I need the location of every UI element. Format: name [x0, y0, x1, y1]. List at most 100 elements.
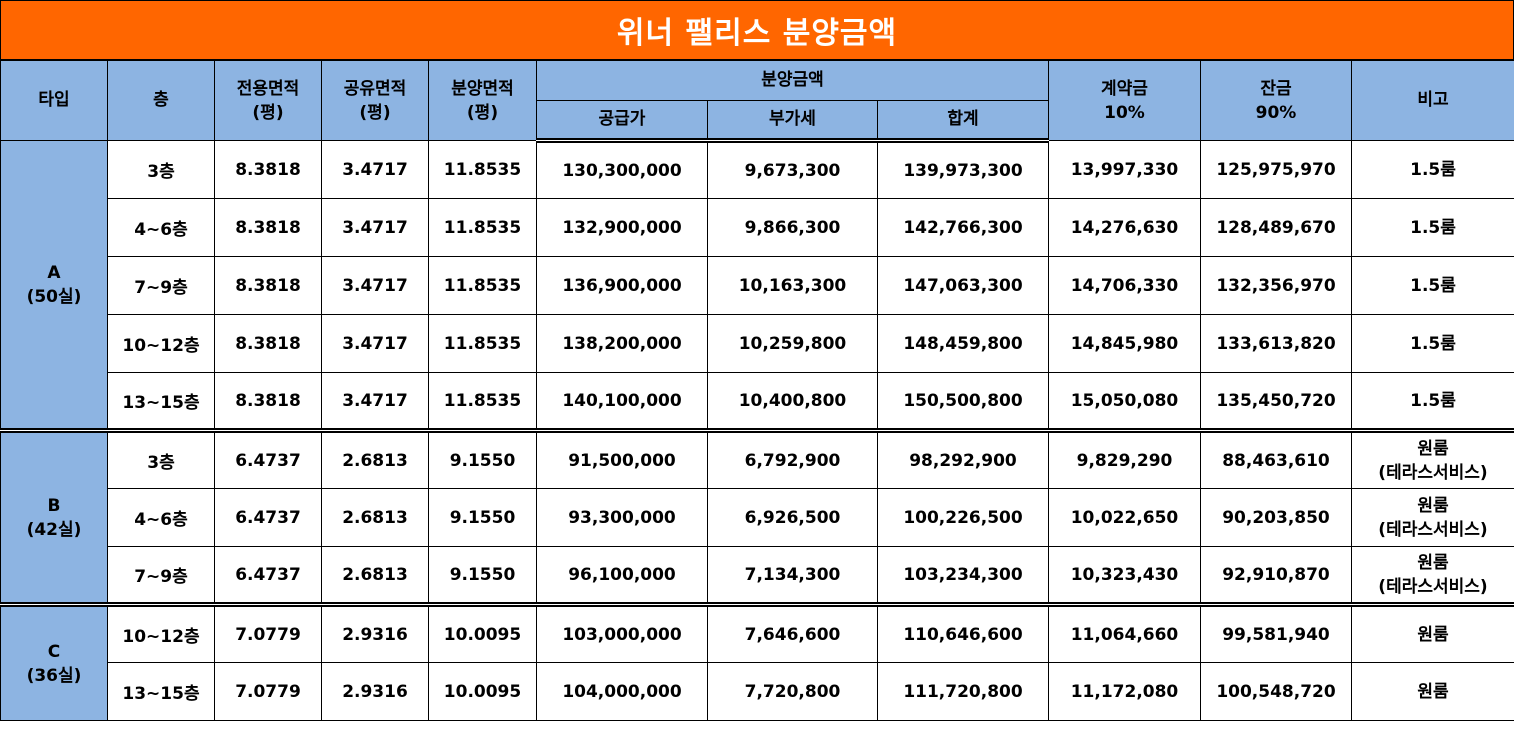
supply-price-cell: 104,000,000 [536, 662, 708, 721]
exclusive-area-cell: 8.3818 [214, 256, 322, 315]
floor-cell: 4~6층 [107, 488, 215, 547]
deposit-cell: 14,276,630 [1048, 198, 1201, 257]
deposit-cell: 9,829,290 [1048, 428, 1201, 489]
header-deposit: 계약금 10% [1048, 60, 1201, 141]
table-row: 13~15층 8.3818 3.4717 11.8535 140,100,000 10,4… [1, 372, 1514, 431]
header-common-area: 공유면적 (평) [321, 60, 429, 141]
note-cell: 원룸 [1351, 662, 1514, 721]
sale-area-cell: 10.0095 [428, 662, 537, 721]
balance-cell: 128,489,670 [1200, 198, 1352, 257]
supply-price-cell: 132,900,000 [536, 198, 708, 257]
table-row: 13~15층 7.0779 2.9316 10.0095 104,000,000 7,72… [1, 662, 1514, 721]
sale-area-cell: 11.8535 [428, 256, 537, 315]
header-type: 타입 [0, 60, 108, 141]
table-row: 4~6층 6.4737 2.6813 9.1550 93,300,000 6,926,50… [1, 488, 1514, 547]
supply-price-cell: 103,000,000 [536, 602, 708, 663]
note-cell: 1.5룸 [1351, 372, 1514, 431]
common-area-cell: 2.6813 [321, 546, 429, 605]
note-cell: 1.5룸 [1351, 198, 1514, 257]
supply-price-cell: 130,300,000 [536, 140, 708, 199]
header-total: 합계 [877, 100, 1049, 143]
floor-cell: 7~9층 [107, 546, 215, 605]
sale-area-cell: 9.1550 [428, 488, 537, 547]
exclusive-area-cell: 8.3818 [214, 314, 322, 373]
supply-price-cell: 138,200,000 [536, 314, 708, 373]
balance-cell: 133,613,820 [1200, 314, 1352, 373]
common-area-cell: 3.4717 [321, 140, 429, 199]
balance-cell: 99,581,940 [1200, 602, 1352, 663]
vat-cell: 10,259,800 [707, 314, 878, 373]
header-exclusive-area: 전용면적 (평) [214, 60, 322, 141]
header-sale-price: 분양금액 [536, 60, 1049, 101]
sale-area-cell: 9.1550 [428, 546, 537, 605]
supply-price-cell: 136,900,000 [536, 256, 708, 315]
table-row: 7~9층 8.3818 3.4717 11.8535 136,900,000 10,163… [1, 256, 1514, 315]
exclusive-area-cell: 7.0779 [214, 602, 322, 663]
note-cell: 원룸 (테라스서비스) [1351, 546, 1514, 605]
supply-price-cell: 140,100,000 [536, 372, 708, 431]
total-cell: 111,720,800 [877, 662, 1049, 721]
common-area-cell: 3.4717 [321, 314, 429, 373]
deposit-cell: 11,172,080 [1048, 662, 1201, 721]
vat-cell: 10,400,800 [707, 372, 878, 431]
note-cell: 원룸 [1351, 602, 1514, 663]
balance-cell: 88,463,610 [1200, 428, 1352, 489]
table-row: 10~12층 8.3818 3.4717 11.8535 138,200,000 10,2… [1, 314, 1514, 373]
deposit-cell: 14,845,980 [1048, 314, 1201, 373]
supply-price-cell: 93,300,000 [536, 488, 708, 547]
common-area-cell: 2.6813 [321, 488, 429, 547]
floor-cell: 13~15층 [107, 372, 215, 431]
vat-cell: 6,926,500 [707, 488, 878, 547]
table-row: 7~9층 6.4737 2.6813 9.1550 96,100,000 7,134,30… [1, 546, 1514, 605]
table-row: B (42실) 3층 6.4737 2.6813 9.1550 91,500,000 6,79… [0, 428, 1514, 605]
sale-area-cell: 11.8535 [428, 140, 537, 199]
balance-cell: 135,450,720 [1200, 372, 1352, 431]
total-cell: 100,226,500 [877, 488, 1049, 547]
balance-cell: 90,203,850 [1200, 488, 1352, 547]
vat-cell: 7,134,300 [707, 546, 878, 605]
table-body: A (50실) 3층 8.3818 3.4717 11.8535 130,300,000 9,… [0, 140, 1514, 721]
vat-cell: 6,792,900 [707, 428, 878, 489]
common-area-cell: 2.9316 [321, 602, 429, 663]
exclusive-area-cell: 8.3818 [214, 198, 322, 257]
floor-cell: 7~9층 [107, 256, 215, 315]
exclusive-area-cell: 6.4737 [214, 546, 322, 605]
total-cell: 147,063,300 [877, 256, 1049, 315]
exclusive-area-cell: 6.4737 [214, 488, 322, 547]
deposit-cell: 10,022,650 [1048, 488, 1201, 547]
total-cell: 110,646,600 [877, 602, 1049, 663]
table-row: C (36실) 10~12층 7.0779 2.9316 10.0095 103,000,0… [0, 602, 1514, 721]
floor-cell: 3층 [107, 140, 215, 199]
common-area-cell: 3.4717 [321, 372, 429, 431]
total-cell: 139,973,300 [877, 140, 1049, 199]
total-cell: 98,292,900 [877, 428, 1049, 489]
table-header: 타입 층 전용면적 (평) 공유면적 (평) 분양면적 (평) 분양금액 계약금 10%… [0, 60, 1514, 143]
deposit-cell: 10,323,430 [1048, 546, 1201, 605]
exclusive-area-cell: 8.3818 [214, 372, 322, 431]
header-balance: 잔금 90% [1200, 60, 1352, 141]
exclusive-area-cell: 6.4737 [214, 428, 322, 489]
deposit-cell: 13,997,330 [1048, 140, 1201, 199]
type-cell: A (50실) [0, 140, 108, 431]
page-title: 위너 팰리스 분양금액 [0, 0, 1514, 60]
deposit-cell: 11,064,660 [1048, 602, 1201, 663]
common-area-cell: 2.6813 [321, 428, 429, 489]
vat-cell: 10,163,300 [707, 256, 878, 315]
floor-cell: 4~6층 [107, 198, 215, 257]
sale-area-cell: 11.8535 [428, 198, 537, 257]
header-sale-area: 분양면적 (평) [428, 60, 537, 141]
header-floor: 층 [107, 60, 215, 141]
total-cell: 142,766,300 [877, 198, 1049, 257]
deposit-cell: 15,050,080 [1048, 372, 1201, 431]
note-cell: 1.5룸 [1351, 140, 1514, 199]
vat-cell: 7,720,800 [707, 662, 878, 721]
total-cell: 148,459,800 [877, 314, 1049, 373]
header-vat: 부가세 [707, 100, 878, 143]
table-row: A (50실) 3층 8.3818 3.4717 11.8535 130,300,000 9,… [0, 140, 1514, 431]
vat-cell: 9,673,300 [707, 140, 878, 199]
note-cell: 1.5룸 [1351, 314, 1514, 373]
total-cell: 103,234,300 [877, 546, 1049, 605]
deposit-cell: 14,706,330 [1048, 256, 1201, 315]
common-area-cell: 2.9316 [321, 662, 429, 721]
price-table: 타입 층 전용면적 (평) 공유면적 (평) 분양면적 (평) 분양금액 계약금 10%… [0, 60, 1514, 721]
